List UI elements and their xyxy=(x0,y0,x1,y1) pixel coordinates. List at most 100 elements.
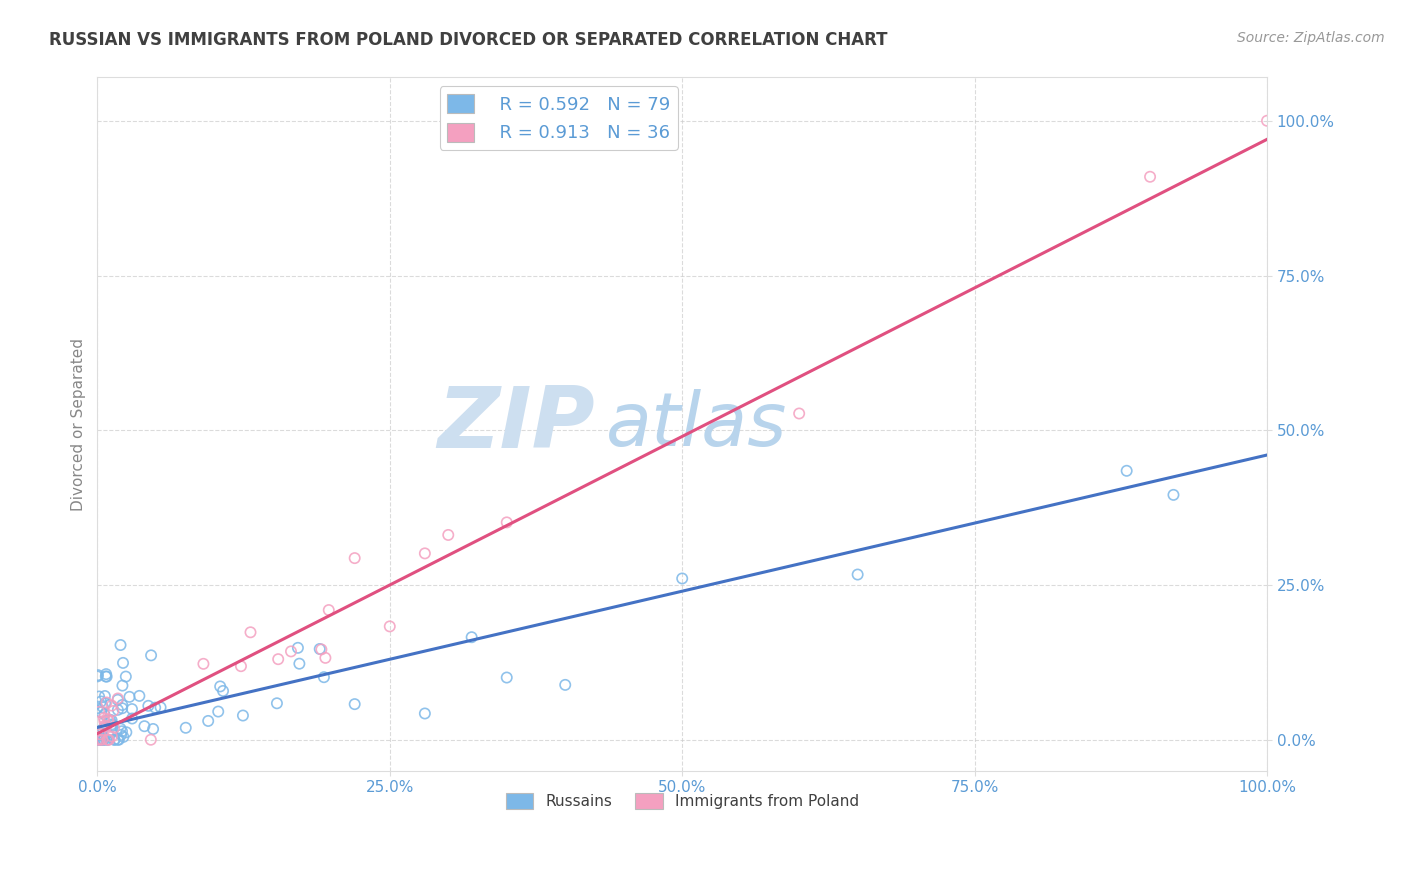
Point xyxy=(86,669,108,683)
Point xyxy=(128,689,150,703)
Point xyxy=(232,708,254,723)
Point xyxy=(90,706,112,720)
Point xyxy=(111,698,134,712)
Text: Source: ZipAtlas.com: Source: ZipAtlas.com xyxy=(1237,31,1385,45)
Point xyxy=(87,690,110,704)
Point xyxy=(111,679,134,693)
Point xyxy=(104,732,127,747)
Point xyxy=(413,706,436,721)
Point xyxy=(87,732,110,747)
Point xyxy=(96,696,118,710)
Point xyxy=(101,730,124,744)
Point xyxy=(280,644,302,658)
Point xyxy=(89,727,111,741)
Point xyxy=(86,701,108,715)
Point xyxy=(308,642,330,657)
Point xyxy=(209,680,232,694)
Point xyxy=(97,728,120,742)
Point xyxy=(495,516,517,530)
Point xyxy=(121,711,143,725)
Point xyxy=(1115,464,1137,478)
Point xyxy=(110,722,132,736)
Point xyxy=(110,728,132,742)
Point xyxy=(93,714,115,729)
Point xyxy=(107,703,129,717)
Point xyxy=(98,732,121,747)
Point xyxy=(94,696,117,710)
Point xyxy=(107,693,129,707)
Point xyxy=(134,719,156,733)
Point xyxy=(149,700,172,714)
Point xyxy=(118,690,141,704)
Point xyxy=(312,670,335,684)
Point xyxy=(121,702,143,716)
Point xyxy=(139,732,162,747)
Point xyxy=(239,625,262,640)
Point xyxy=(174,721,197,735)
Point xyxy=(143,700,166,714)
Point xyxy=(98,713,121,727)
Point xyxy=(101,717,124,731)
Point xyxy=(142,722,165,736)
Point xyxy=(378,619,401,633)
Point xyxy=(111,724,134,739)
Point xyxy=(207,705,229,719)
Point xyxy=(89,732,111,747)
Point xyxy=(1139,169,1161,184)
Point xyxy=(91,700,114,714)
Point xyxy=(107,732,129,747)
Point xyxy=(86,732,108,747)
Point xyxy=(91,732,114,747)
Point xyxy=(1256,113,1278,128)
Point xyxy=(94,718,117,732)
Point xyxy=(1163,488,1185,502)
Point xyxy=(103,721,125,735)
Point xyxy=(413,546,436,560)
Point xyxy=(87,668,110,682)
Point xyxy=(229,659,252,673)
Point xyxy=(197,714,219,728)
Point xyxy=(96,670,118,684)
Point xyxy=(103,732,125,747)
Point xyxy=(437,528,460,542)
Point xyxy=(495,671,517,685)
Point xyxy=(93,711,115,725)
Point xyxy=(112,656,135,670)
Text: ZIP: ZIP xyxy=(437,383,595,466)
Point xyxy=(91,729,114,743)
Point xyxy=(94,669,117,683)
Point xyxy=(212,684,235,698)
Y-axis label: Divorced or Separated: Divorced or Separated xyxy=(72,337,86,510)
Point xyxy=(114,669,136,683)
Point xyxy=(267,652,290,666)
Point xyxy=(343,551,366,566)
Point xyxy=(193,657,215,671)
Point xyxy=(311,642,333,657)
Point xyxy=(343,697,366,711)
Point xyxy=(97,732,120,747)
Point xyxy=(115,725,138,739)
Point xyxy=(318,603,340,617)
Point xyxy=(107,732,129,747)
Point xyxy=(91,722,114,736)
Point xyxy=(94,689,117,703)
Point xyxy=(266,696,288,710)
Point xyxy=(107,691,129,706)
Point xyxy=(554,678,576,692)
Point xyxy=(110,638,132,652)
Point xyxy=(97,714,120,729)
Point xyxy=(89,732,111,747)
Point xyxy=(846,567,869,582)
Point xyxy=(314,651,336,665)
Point xyxy=(103,704,125,718)
Point xyxy=(100,714,122,728)
Point xyxy=(139,648,162,663)
Text: atlas: atlas xyxy=(606,390,787,461)
Point xyxy=(91,732,114,747)
Point xyxy=(112,730,135,744)
Point xyxy=(101,719,124,733)
Text: RUSSIAN VS IMMIGRANTS FROM POLAND DIVORCED OR SEPARATED CORRELATION CHART: RUSSIAN VS IMMIGRANTS FROM POLAND DIVORC… xyxy=(49,31,887,49)
Point xyxy=(94,667,117,681)
Point xyxy=(86,732,108,747)
Point xyxy=(90,732,112,747)
